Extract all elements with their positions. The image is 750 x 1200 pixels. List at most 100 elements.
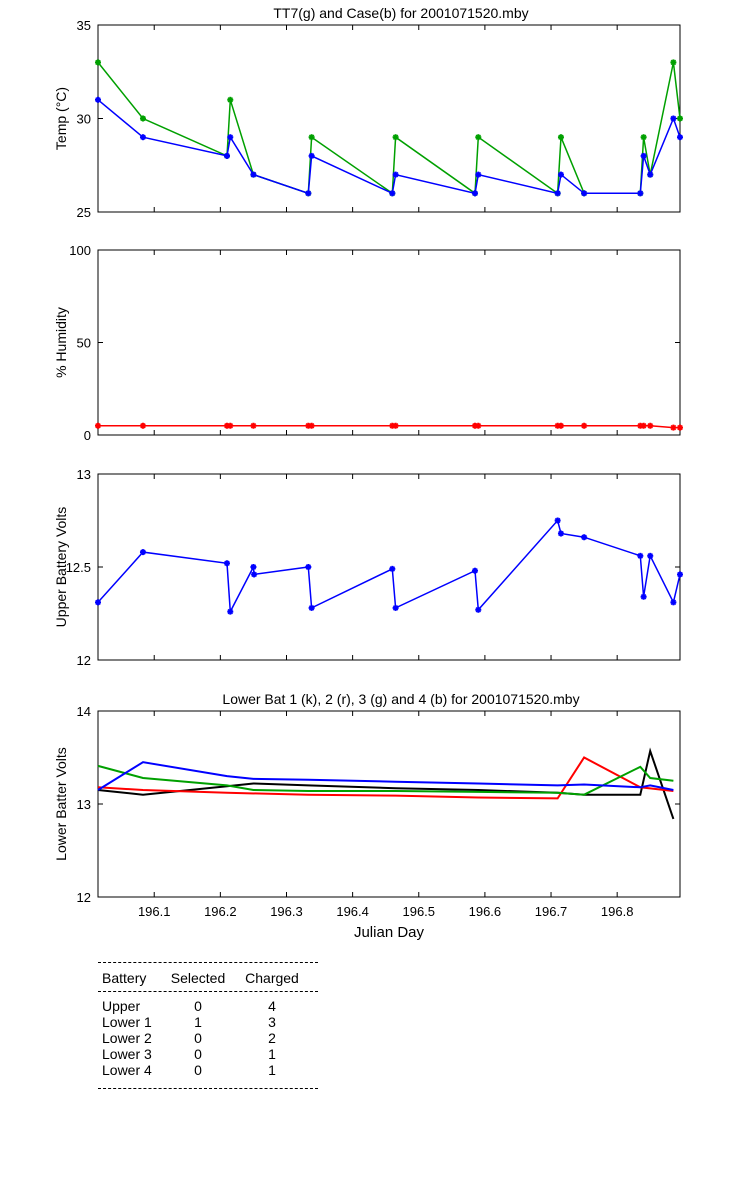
series-humidity-point xyxy=(392,423,399,429)
series-humidity-point xyxy=(227,423,234,429)
series-case-point xyxy=(389,190,396,197)
battery-name: Upper xyxy=(102,998,141,1014)
y-axis-label: % Humidity xyxy=(53,307,69,378)
series-case-point xyxy=(305,190,312,197)
battery-charged: 1 xyxy=(268,1046,276,1062)
series-upper-point xyxy=(558,530,564,537)
series-upper-point xyxy=(637,553,644,559)
header-battery: Battery xyxy=(102,970,147,986)
battery-name: Lower 4 xyxy=(102,1062,152,1078)
table-row: Lower 1 1 3 xyxy=(98,1014,318,1030)
series-case-line xyxy=(97,99,681,195)
series-case-point xyxy=(637,190,644,197)
series-upper-point xyxy=(305,564,312,570)
series-tt7-point xyxy=(558,134,564,140)
series-case-point xyxy=(224,153,230,159)
x-axis-label: Julian Day xyxy=(354,924,425,941)
series-upper-point xyxy=(475,607,482,613)
y-tick-label: 13 xyxy=(77,467,91,482)
series-humidity-point xyxy=(670,424,677,431)
x-tick-label: 196.6 xyxy=(469,904,502,919)
plot-frame xyxy=(97,710,681,898)
series-upper-point xyxy=(250,564,257,570)
y-axis-label: Lower Batter Volts xyxy=(53,747,69,861)
x-tick-label: 196.2 xyxy=(204,904,237,919)
series-upper-point xyxy=(389,566,396,572)
series-upper-point xyxy=(140,549,146,555)
series-case-point xyxy=(392,171,399,178)
upper-battery-chart: 12 12.5 13 Upper Battery Volts xyxy=(53,467,683,668)
table-rule-top xyxy=(98,962,318,963)
x-tick-label: 196.1 xyxy=(138,904,171,919)
x-tick-label: 196.8 xyxy=(601,904,634,919)
series-lower-2-line xyxy=(97,756,674,800)
series-case-point xyxy=(140,134,146,140)
series-tt7-point xyxy=(227,97,234,103)
y-tick-label: 0 xyxy=(84,428,91,443)
series-upper-line xyxy=(97,518,681,615)
series-upper-point xyxy=(554,517,561,524)
series-tt7-point xyxy=(677,115,683,122)
table-row: Lower 3 0 1 xyxy=(98,1046,318,1062)
series-upper-point xyxy=(95,599,101,606)
y-tick-label: 100 xyxy=(69,243,91,258)
battery-name: Lower 3 xyxy=(102,1046,152,1062)
series-humidity-line xyxy=(98,425,680,429)
table-row: Upper 0 4 xyxy=(98,998,318,1014)
y-tick-label: 30 xyxy=(77,112,91,127)
battery-charged: 2 xyxy=(268,1030,276,1046)
series-upper-point xyxy=(647,553,653,559)
series-upper-point xyxy=(308,605,315,611)
table-rule-header xyxy=(98,991,318,992)
y-tick-label: 35 xyxy=(77,18,91,33)
y-tick-label: 50 xyxy=(77,336,91,351)
series-upper-point xyxy=(227,608,234,615)
lower-battery-chart: Lower Bat 1 (k), 2 (r), 3 (g) and 4 (b) … xyxy=(53,691,681,941)
y-axis-label: Temp (°C) xyxy=(53,87,69,150)
series-case-point xyxy=(677,134,683,140)
table-row: Lower 2 0 2 xyxy=(98,1030,318,1046)
series-humidity-point xyxy=(647,423,653,429)
x-tick-label: 196.4 xyxy=(336,904,369,919)
series-lower-3-line xyxy=(97,764,674,796)
y-axis-label: Upper Battery Volts xyxy=(53,507,69,628)
y-tick-label: 12 xyxy=(77,653,91,668)
series-case-point xyxy=(670,115,677,122)
y-tick-label: 12.5 xyxy=(66,560,91,575)
battery-selected: 0 xyxy=(194,1046,202,1062)
series-humidity-point xyxy=(558,423,564,429)
series-humidity-point xyxy=(677,424,683,431)
series-tt7-point xyxy=(95,59,101,66)
series-humidity-point xyxy=(475,423,482,429)
series-tt7-point xyxy=(140,115,146,122)
series-upper-point xyxy=(251,571,257,578)
battery-name: Lower 2 xyxy=(102,1030,152,1046)
temp-chart: TT7(g) and Case(b) for 2001071520.mby 25 3… xyxy=(53,5,683,220)
table-rule-bottom xyxy=(98,1088,318,1089)
series-case-point xyxy=(581,190,587,197)
humidity-chart: 0 50 100 % Humidity xyxy=(53,243,683,443)
series-humidity-point xyxy=(581,423,587,429)
chart-title: TT7(g) and Case(b) for 2001071520.mby xyxy=(273,5,528,21)
series-tt7-line xyxy=(97,61,681,195)
series-upper-point xyxy=(581,534,587,540)
header-selected: Selected xyxy=(170,970,226,986)
header-charged: Charged xyxy=(245,970,299,986)
y-tick-label: 14 xyxy=(77,704,91,719)
x-tick-label: 196.5 xyxy=(402,904,435,919)
series-upper-point xyxy=(472,567,478,574)
x-tick-label: 196.3 xyxy=(270,904,303,919)
series-tt7-point xyxy=(392,134,399,140)
battery-selected: 0 xyxy=(194,1030,202,1046)
series-humidity-point xyxy=(140,423,146,429)
table-header-row: Battery Selected Charged xyxy=(98,965,318,991)
battery-charged: 1 xyxy=(268,1062,276,1078)
series-tt7-point xyxy=(475,134,482,140)
series-case-point xyxy=(554,190,561,197)
series-case-point xyxy=(472,190,478,197)
series-upper-point xyxy=(224,560,230,567)
series-tt7-point xyxy=(640,134,647,140)
series-humidity-point xyxy=(95,423,101,429)
series-humidity-point xyxy=(308,423,315,429)
series-lower-4-line xyxy=(97,761,674,791)
